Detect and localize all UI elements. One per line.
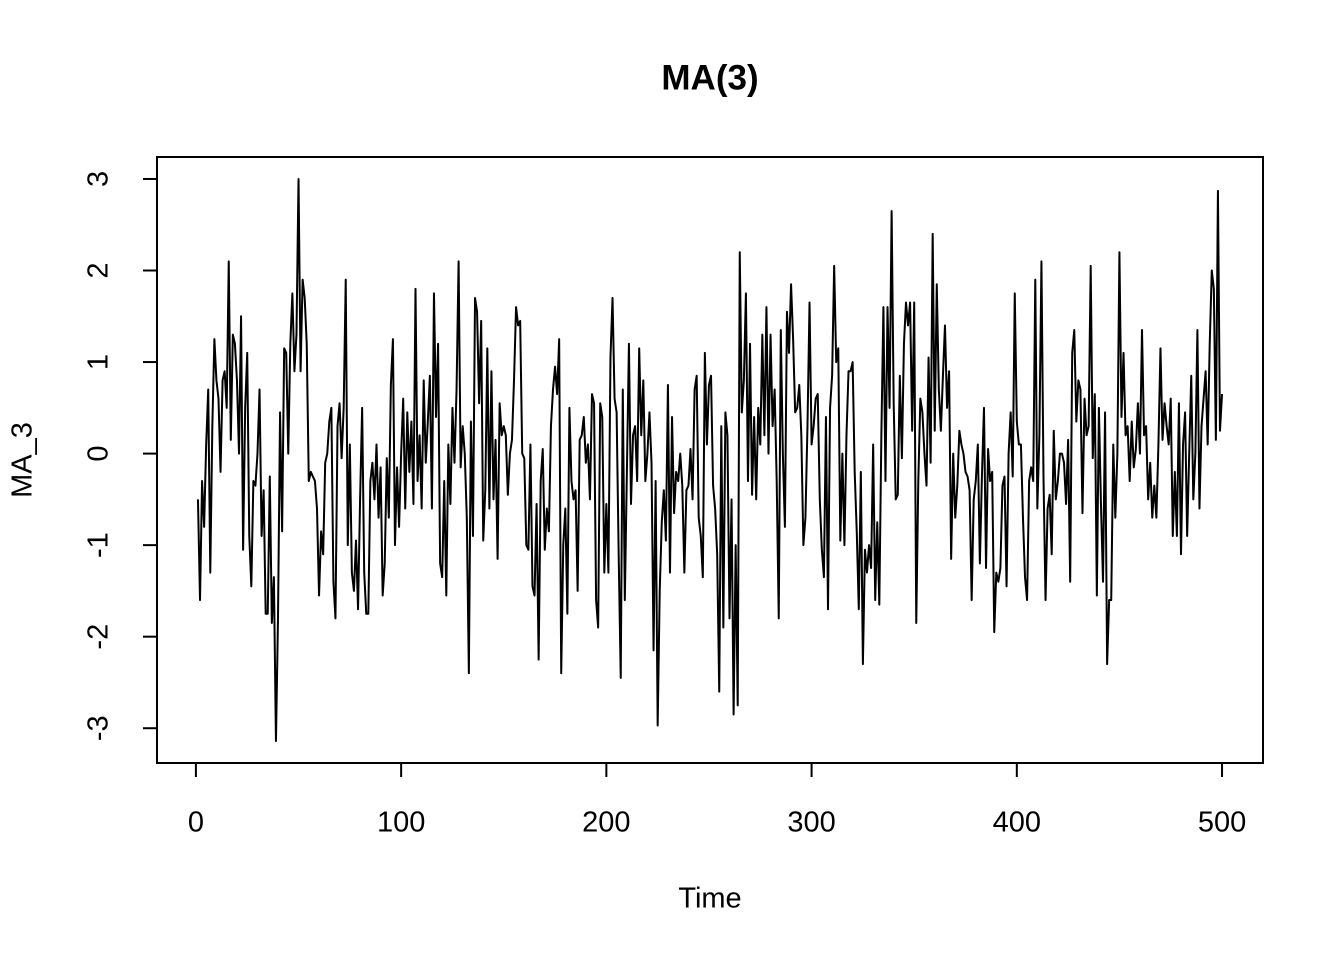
- y-tick-label: -3: [83, 715, 115, 741]
- y-tick-label: 2: [83, 262, 115, 278]
- y-tick-label: -2: [83, 624, 115, 650]
- x-axis-label: Time: [678, 883, 741, 915]
- x-tick-label: 100: [377, 807, 425, 839]
- x-tick-label: 300: [787, 807, 835, 839]
- y-tick-label: 1: [83, 354, 115, 370]
- x-tick-label: 400: [993, 807, 1041, 839]
- x-tick-label: 0: [188, 807, 204, 839]
- x-tick-label: 500: [1198, 807, 1246, 839]
- y-axis-label: MA_3: [7, 422, 39, 498]
- y-tick-label: 3: [83, 171, 115, 187]
- series-line: [196, 177, 1224, 743]
- x-tick-label: 200: [582, 807, 630, 839]
- y-tick-label: -1: [83, 532, 115, 558]
- y-tick-label: 0: [83, 446, 115, 462]
- chart-title: MA(3): [661, 58, 758, 97]
- plot-frame: [156, 156, 1264, 764]
